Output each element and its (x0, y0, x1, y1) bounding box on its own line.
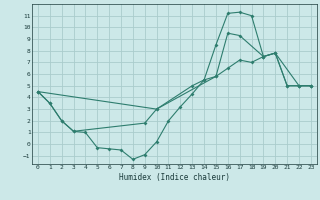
X-axis label: Humidex (Indice chaleur): Humidex (Indice chaleur) (119, 173, 230, 182)
